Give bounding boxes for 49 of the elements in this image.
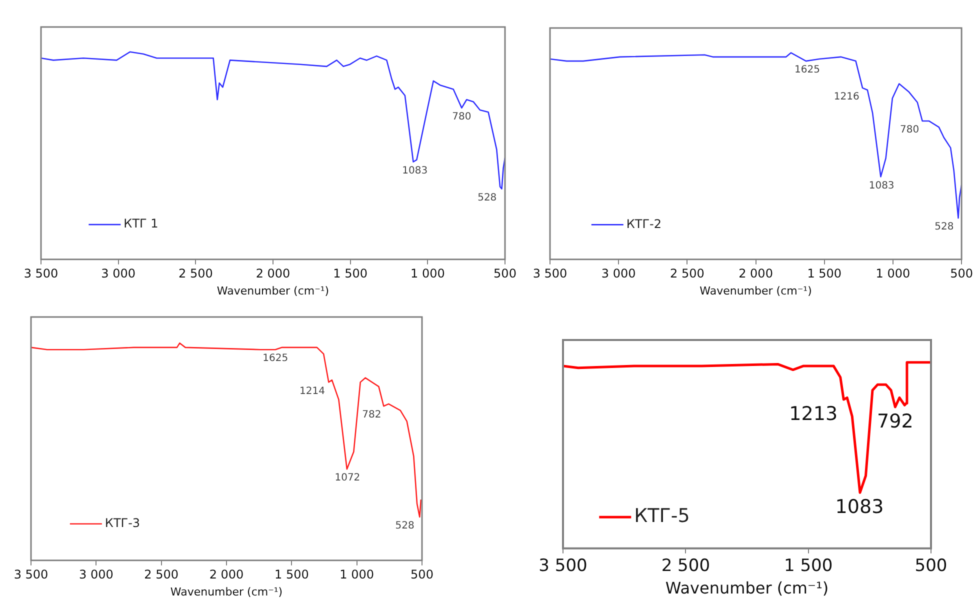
x-tick-label: 2 000 [209,568,244,582]
x-tick-label: 2 000 [256,266,290,281]
x-tick-label: 500 [914,556,948,576]
annotation: 1072 [334,472,360,484]
x-tick-label: 2 500 [178,266,213,281]
annotation: 792 [877,410,914,432]
annotation: 782 [362,410,382,421]
x-tick-label: 2 500 [670,266,704,281]
annotation: 1216 [834,92,860,103]
x-tick-label: 500 [410,568,434,582]
x-tick-label: 3 000 [78,568,114,582]
x-axis-title: Wavenumber (cm⁻¹) [665,578,829,598]
x-tick-label: 1 500 [807,266,842,281]
annotation: 1083 [868,180,894,192]
x-tick-label: 1 500 [784,556,833,576]
x-axis-title: Wavenumber (cm⁻¹) [216,284,330,298]
x-tick-label: 1 000 [876,266,910,281]
x-tick-label: 1 000 [340,568,374,582]
annotation: 1625 [262,353,288,364]
annotation: 1083 [402,165,428,176]
x-axis-title: Wavenumber (cm⁻¹) [700,284,812,298]
x-tick-label: 500 [494,266,516,281]
x-tick-label: 1 500 [274,568,309,582]
annotation: 1213 [789,402,838,425]
x-axis-title: Wavenumber (cm⁻¹) [170,585,283,598]
x-tick-label: 1 500 [333,266,368,281]
x-tick-label: 1 000 [410,266,445,281]
x-tick-label: 2 500 [144,568,179,582]
annotation: 528 [395,520,414,532]
annotation: 528 [478,192,497,204]
legend-label: КТГ-3 [104,516,140,530]
x-tick-label: 3 500 [24,266,58,281]
annotation: 780 [452,112,472,123]
legend-label: КТГ-5 [634,505,690,528]
legend-label: КТГ 1 [124,216,158,231]
annotation: 780 [900,124,920,136]
x-tick-label: 2 500 [661,556,710,576]
legend-label: КТГ-2 [626,216,662,231]
x-tick-label: 3 500 [532,266,568,281]
x-tick-label: 3 000 [101,266,136,281]
annotation: 1214 [299,386,325,397]
x-tick-label: 500 [950,266,973,281]
x-tick-label: 3 000 [601,266,636,281]
annotation: 1625 [794,64,820,76]
x-tick-label: 3 500 [14,568,48,582]
x-tick-label: 2 000 [738,266,773,281]
annotation: 1083 [835,496,884,518]
annotation: 528 [934,222,954,233]
x-tick-label: 3 500 [538,556,588,576]
